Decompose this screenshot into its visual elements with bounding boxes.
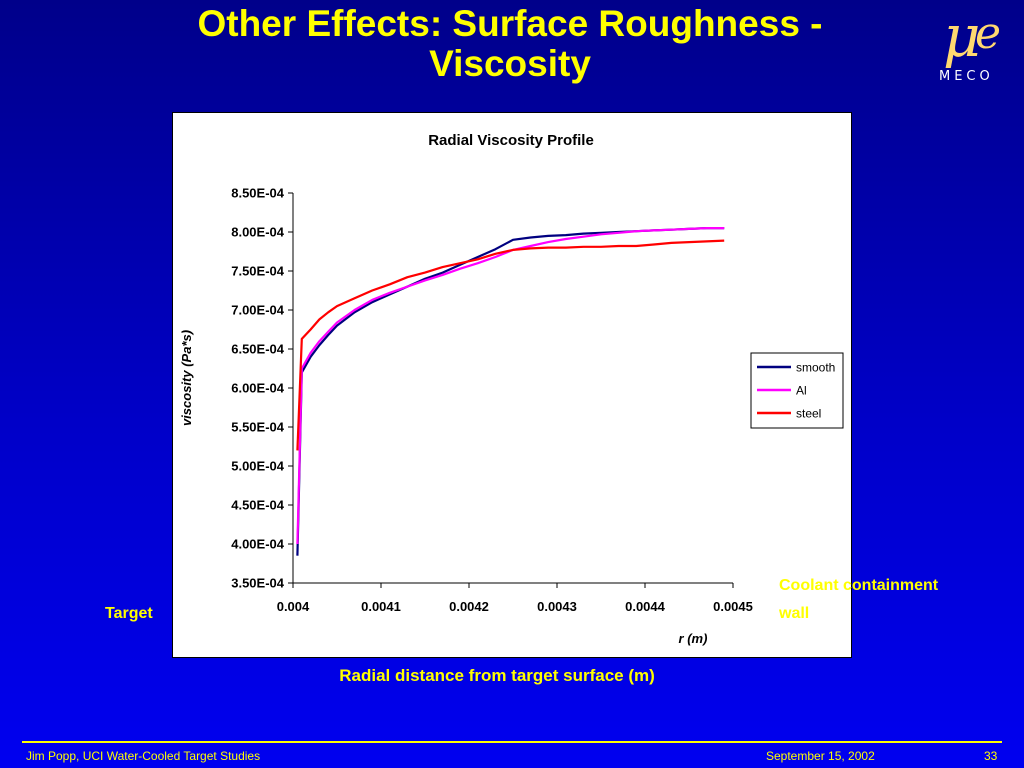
- x-tick-label: 0.0045: [713, 599, 753, 614]
- legend-label-smooth: smooth: [796, 361, 835, 375]
- footer-page-number: 33: [984, 749, 998, 763]
- y-tick-label: 7.00E-04: [231, 303, 285, 318]
- viscosity-chart: Radial Viscosity Profile viscosity (Pa*s)…: [179, 132, 844, 646]
- series-line-smooth: [296, 226, 725, 556]
- series-line-al: [296, 226, 725, 545]
- coolant-label-line-1: Coolant containment: [779, 577, 939, 594]
- slide-title-line-1: Other Effects: Surface Roughness -: [197, 3, 823, 44]
- footer-divider: [22, 741, 1002, 743]
- logo-e-glyph: e: [975, 8, 1001, 59]
- legend-label-steel: steel: [796, 407, 821, 421]
- meco-logo: μ e MECO: [939, 4, 1001, 84]
- x-tick-label: 0.0043: [537, 599, 577, 614]
- y-tick-label: 8.00E-04: [231, 225, 285, 240]
- series-line-steel: [296, 239, 725, 451]
- y-tick-label: 6.50E-04: [231, 342, 285, 357]
- x-tick-label: 0.004: [277, 599, 310, 614]
- target-label: Target: [105, 605, 153, 622]
- coolant-wall-label: Coolant containment wall: [779, 572, 999, 628]
- y-tick-label: 6.00E-04: [231, 381, 285, 396]
- footer-date: September 15, 2002: [766, 749, 875, 763]
- y-tick-label: 5.00E-04: [231, 459, 285, 474]
- y-tick-label: 4.00E-04: [231, 537, 285, 552]
- y-axis-label: viscosity (Pa*s): [179, 330, 194, 426]
- coolant-label-line-2: wall: [779, 605, 810, 622]
- x-tick-label: 0.0044: [625, 599, 666, 614]
- x-tick-label: 0.0042: [449, 599, 489, 614]
- y-tick-label: 4.50E-04: [231, 498, 285, 513]
- legend-label-al: Al: [796, 384, 807, 398]
- x-axis-caption: Radial distance from target surface (m): [339, 666, 655, 685]
- y-tick-label: 7.50E-04: [231, 264, 285, 279]
- footer-author: Jim Popp, UCI Water-Cooled Target Studie…: [26, 749, 261, 763]
- y-tick-label: 3.50E-04: [231, 576, 285, 591]
- y-tick-label: 8.50E-04: [231, 186, 285, 201]
- chart-title: Radial Viscosity Profile: [428, 132, 594, 149]
- x-axis-label: r (m): [679, 631, 708, 646]
- logo-mu-glyph: μ: [943, 4, 981, 70]
- chart-panel: Radial Viscosity Profile viscosity (Pa*s)…: [172, 112, 852, 658]
- slide-title: Other Effects: Surface Roughness - Visco…: [130, 4, 890, 84]
- y-tick-label: 5.50E-04: [231, 420, 285, 435]
- slide-title-line-2: Viscosity: [429, 43, 591, 84]
- logo-text: MECO: [939, 69, 994, 84]
- x-tick-label: 0.0041: [361, 599, 401, 614]
